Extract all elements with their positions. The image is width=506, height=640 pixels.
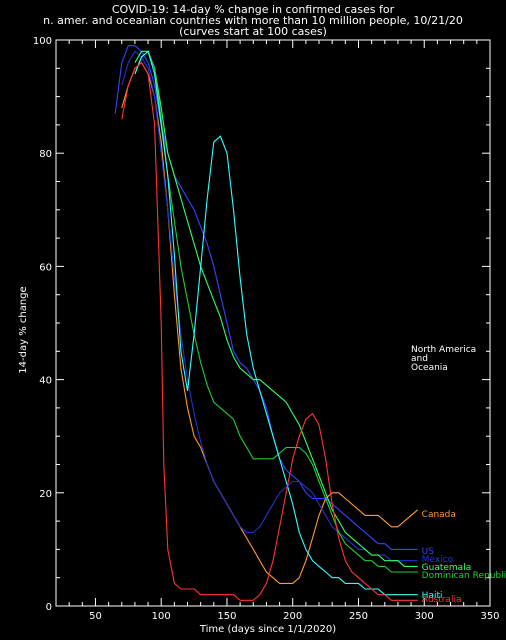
chart-subtitle: (curves start at 100 cases)	[179, 25, 327, 38]
series-line-haiti	[134, 50, 418, 596]
y-tick-label: 20	[39, 489, 52, 500]
legend-label-guatemala: Guatemala	[422, 563, 472, 573]
series-line-guatemala	[134, 50, 418, 567]
axis-ticks: 50 100 150 200 250 300 350 0 20 40 60 80 100	[33, 36, 500, 622]
x-tick-label: 250	[349, 611, 368, 622]
legend-label-mexico: Mexico	[422, 555, 454, 565]
chart-title: COVID-19: 14-day % change in confirmed c…	[112, 3, 395, 16]
x-tick-label: 100	[152, 611, 171, 622]
y-axis-label: 14-day % change	[18, 286, 29, 373]
x-tick-label: 350	[480, 611, 499, 622]
legend-label-dominican-republic: Dominican Republic	[422, 571, 506, 581]
y-tick-label: 100	[33, 36, 52, 47]
series-line-australia	[121, 61, 418, 601]
y-tick-label: 60	[39, 262, 52, 273]
series-line-us	[114, 45, 418, 550]
y-tick-label: 80	[39, 149, 52, 160]
region-annotation-line3: Oceania	[411, 363, 448, 373]
x-tick-label: 300	[415, 611, 434, 622]
legend-label-australia: Australia	[422, 595, 462, 605]
series-line-dominican-republic	[134, 50, 418, 573]
legend-label-us: US	[422, 547, 435, 557]
x-tick-label: 150	[217, 611, 236, 622]
series-lines	[114, 45, 419, 601]
series-line-canada	[121, 61, 419, 584]
x-tick-label: 50	[89, 611, 102, 622]
chart-title-line2: n. amer. and oceanian countries with mor…	[43, 14, 463, 27]
region-annotation-line1: North America	[411, 345, 476, 355]
y-tick-label: 40	[39, 376, 52, 387]
x-axis-label: Time (days since 1/1/2020)	[199, 624, 336, 635]
x-tick-label: 200	[283, 611, 302, 622]
region-annotation-line2: and	[411, 354, 428, 364]
legend-label-canada: Canada	[422, 510, 456, 520]
legend-label-haiti: Haiti	[422, 591, 443, 601]
y-tick-label: 0	[46, 602, 52, 613]
